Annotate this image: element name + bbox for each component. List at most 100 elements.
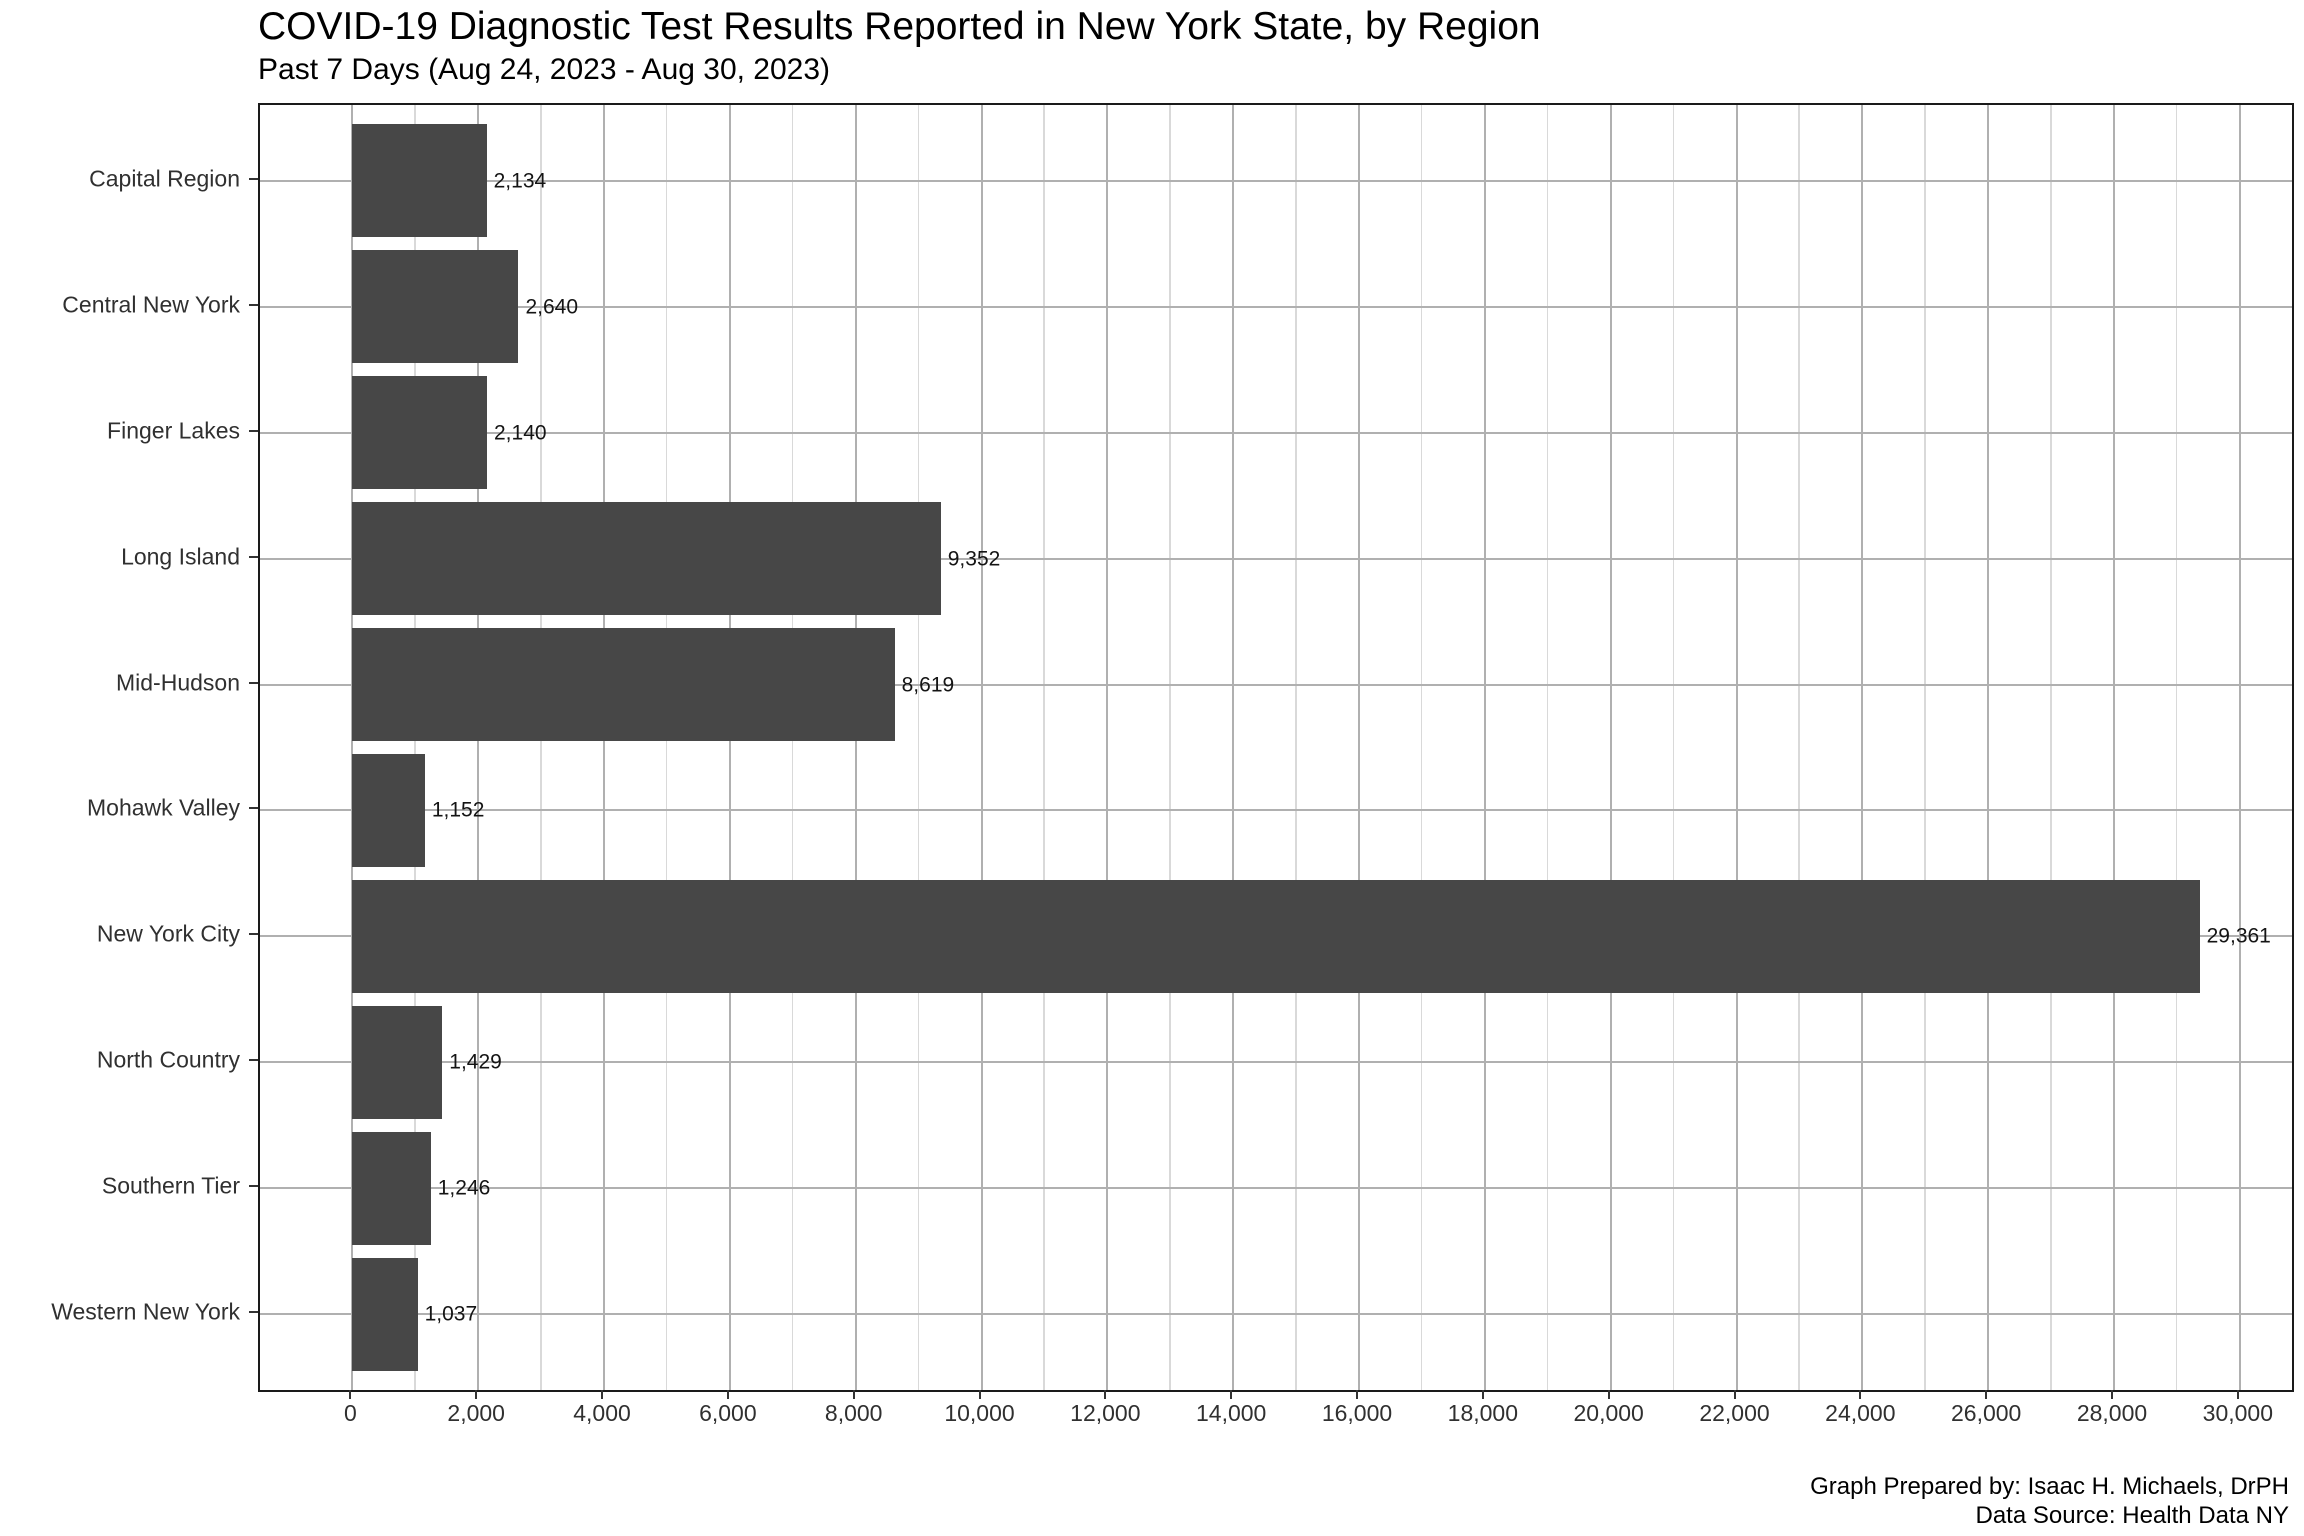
y-axis-tick-label: Southern Tier: [101, 1172, 240, 1199]
x-gridline-minor: [1672, 105, 1675, 1390]
x-axis-tick: [1607, 1390, 1610, 1399]
y-axis-tick-label: Long Island: [121, 543, 240, 570]
bar-value-label: 2,640: [525, 295, 579, 319]
x-axis-tick: [601, 1390, 604, 1399]
x-gridline-minor: [1295, 105, 1297, 1390]
x-gridline-minor: [1546, 105, 1549, 1390]
y-axis-tick: [249, 1185, 258, 1188]
x-gridline-minor: [1924, 105, 1926, 1390]
y-gridline-major: [260, 683, 2292, 686]
x-axis-tick-label: 12,000: [1070, 1400, 1141, 1426]
x-axis-tick: [475, 1390, 478, 1399]
x-gridline-major: [1609, 105, 1612, 1390]
bar: [352, 501, 941, 616]
y-axis-tick: [249, 1311, 258, 1314]
x-gridline-major: [351, 105, 354, 1390]
y-axis-tick: [249, 681, 258, 684]
x-gridline-minor: [1169, 105, 1171, 1390]
y-gridline-major: [260, 431, 2292, 434]
x-gridline-minor: [1043, 105, 1045, 1390]
y-gridline-major: [260, 1313, 2292, 1316]
y-axis-tick-label: Capital Region: [89, 165, 240, 192]
x-axis-tick-label: 24,000: [1825, 1400, 1896, 1426]
y-axis-tick-label: Mohawk Valley: [87, 794, 240, 821]
chart-caption: Graph Prepared by: Isaac H. Michaels, Dr…: [1810, 1472, 2289, 1530]
x-axis-tick: [2236, 1390, 2239, 1399]
bar-value-label: 2,134: [493, 169, 547, 193]
bar-value-label: 1,152: [431, 798, 485, 822]
x-axis-tick: [1356, 1390, 1359, 1399]
x-axis-tick-label: 20,000: [1573, 1400, 1644, 1426]
x-gridline-major: [1358, 105, 1361, 1390]
x-axis-tick-label: 18,000: [1447, 1400, 1519, 1426]
x-axis-tick: [726, 1390, 729, 1399]
bar: [352, 375, 487, 490]
y-axis-tick-label: Central New York: [62, 291, 240, 318]
x-axis-tick: [1733, 1390, 1736, 1399]
bar-value-label: 9,352: [947, 547, 1001, 571]
bar: [352, 1005, 443, 1120]
x-gridline-major: [728, 105, 731, 1390]
x-gridline-minor: [1420, 105, 1423, 1390]
caption-source: Data Source: Health Data NY: [1975, 1502, 2290, 1529]
x-axis-tick-label: 22,000: [1699, 1400, 1770, 1426]
x-gridline-minor: [2175, 105, 2178, 1390]
bar: [352, 879, 2200, 994]
y-axis-tick: [249, 933, 258, 936]
y-axis-tick: [249, 429, 258, 432]
y-axis-tick-label: Mid-Hudson: [116, 669, 240, 695]
x-gridline-major: [854, 105, 857, 1390]
x-gridline-minor: [414, 105, 416, 1390]
chart-subtitle: Past 7 Days (Aug 24, 2023 - Aug 30, 2023…: [258, 53, 831, 86]
x-axis-tick: [1481, 1390, 1484, 1399]
y-axis-tick: [249, 555, 258, 558]
y-axis-tick-label: Western New York: [51, 1298, 240, 1325]
x-axis-tick-label: 26,000: [1950, 1400, 2022, 1426]
y-gridline-major: [260, 305, 2292, 308]
x-axis-tick: [2111, 1390, 2113, 1399]
y-axis-tick: [249, 807, 258, 810]
x-axis-tick-label: 16,000: [1321, 1400, 1393, 1426]
x-gridline-major: [1106, 105, 1109, 1390]
bar-value-label: 2,140: [494, 421, 547, 445]
bar-value-label: 8,619: [901, 673, 955, 696]
x-gridline-major: [1987, 105, 1990, 1390]
x-axis-tick: [852, 1390, 855, 1399]
x-axis-tick: [978, 1390, 981, 1399]
x-axis-tick: [1985, 1390, 1988, 1399]
x-gridline-major: [603, 105, 606, 1390]
y-gridline-major: [260, 809, 2292, 812]
y-axis-tick-label: Finger Lakes: [107, 417, 240, 444]
x-axis-tick: [349, 1390, 352, 1399]
y-axis-tick: [249, 177, 258, 180]
x-gridline-major: [1861, 105, 1864, 1390]
x-axis-tick: [1859, 1390, 1862, 1399]
bar-value-label: 29,361: [2206, 924, 2271, 948]
x-axis-tick-label: 14,000: [1195, 1400, 1267, 1426]
x-gridline-minor: [1798, 105, 1800, 1390]
x-axis-tick: [1104, 1390, 1107, 1399]
x-gridline-major: [2238, 105, 2241, 1390]
chart-title: COVID-19 Diagnostic Test Results Reporte…: [258, 5, 1541, 48]
x-gridline-minor: [2050, 105, 2052, 1390]
x-axis-tick-label: 30,000: [2202, 1400, 2274, 1426]
x-axis-tick-label: 6,000: [699, 1400, 757, 1426]
bar: [352, 123, 487, 238]
y-gridline-major: [260, 557, 2292, 560]
bar-value-label: 1,429: [449, 1050, 502, 1074]
y-gridline-major: [260, 179, 2292, 182]
bar: [352, 249, 519, 364]
x-axis-tick-label: 8,000: [824, 1400, 883, 1426]
bar-value-label: 1,037: [424, 1302, 478, 1326]
x-gridline-major: [2113, 105, 2115, 1390]
x-axis-tick-label: 2,000: [447, 1400, 505, 1426]
x-gridline-minor: [791, 105, 794, 1390]
x-axis-tick-label: 4,000: [573, 1400, 631, 1426]
bar: [352, 1257, 418, 1372]
x-gridline-major: [980, 105, 983, 1390]
y-axis-tick-label: New York City: [96, 920, 240, 947]
bar: [352, 627, 895, 742]
plot-panel: 2,134 2,640 2,140 9,352 8,619 1,152 29,361 1,42…: [258, 103, 2294, 1392]
x-axis-tick-label: 0: [343, 1400, 357, 1426]
